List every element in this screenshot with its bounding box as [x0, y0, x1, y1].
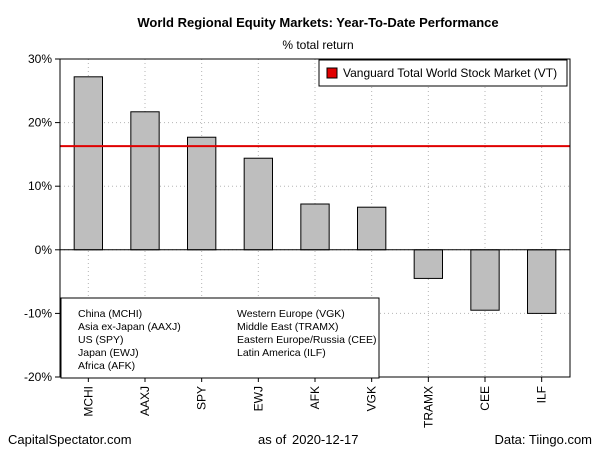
footer-data-source: Data: Tiingo.com	[494, 432, 592, 447]
bar-aaxj	[130, 111, 160, 251]
x-tick-label: AFK	[308, 386, 322, 409]
x-tick-label: EWJ	[251, 386, 265, 411]
x-tick-label: AAXJ	[138, 386, 152, 416]
y-tick-label: -10%	[24, 306, 52, 320]
bar-tramx	[413, 249, 443, 279]
ticker-key-item: China (MCHI)	[78, 308, 142, 320]
ticker-key-box	[60, 297, 380, 379]
bar-ilf	[527, 249, 557, 314]
ticker-key-item: US (SPY)	[78, 334, 124, 346]
x-tick-label: CEE	[478, 386, 492, 411]
bar-spy	[187, 136, 217, 251]
x-tick-label: VGK	[365, 386, 379, 411]
y-tick-label: 30%	[28, 52, 52, 66]
legend-swatch	[326, 67, 338, 79]
chart-subtitle: % total return	[282, 38, 353, 52]
bar-vgk	[357, 206, 387, 251]
footer-site: CapitalSpectator.com	[8, 432, 132, 447]
legend-label: Vanguard Total World Stock Market (VT)	[343, 66, 557, 80]
x-tick-label: TRAMX	[421, 386, 435, 428]
ticker-key-item: Western Europe (VGK)	[237, 308, 345, 320]
footer-as-of-date: 2020-12-17	[292, 432, 359, 447]
y-tick-label: -20%	[24, 370, 52, 384]
legend: Vanguard Total World Stock Market (VT)	[318, 59, 568, 87]
legend-box	[318, 59, 568, 87]
ticker-key: China (MCHI) Asia ex-Japan (AAXJ) US (SP…	[60, 297, 380, 379]
bar-mchi	[73, 76, 103, 251]
ticker-key-item: Japan (EWJ)	[78, 347, 139, 359]
ticker-key-item: Asia ex-Japan (AAXJ)	[78, 321, 181, 333]
bar-ewj	[243, 157, 274, 251]
bar-afk	[300, 203, 330, 251]
y-axis: -20% -10% 0% 10% 20% 30%	[24, 52, 60, 384]
ticker-key-item: Latin America (ILF)	[237, 347, 326, 359]
x-axis: MCHI AAXJ SPY EWJ AFK VGK TRAMX CEE ILF	[81, 377, 549, 428]
x-tick-label: ILF	[535, 386, 549, 403]
ticker-key-item: Africa (AFK)	[78, 360, 135, 372]
x-tick-label: SPY	[195, 386, 209, 410]
bar-cee	[470, 249, 500, 311]
y-tick-label: 20%	[28, 116, 52, 130]
chart-title: World Regional Equity Markets: Year-To-D…	[137, 15, 498, 30]
ticker-key-item: Middle East (TRAMX)	[237, 321, 339, 333]
y-tick-label: 0%	[35, 243, 53, 257]
x-tick-label: MCHI	[81, 386, 95, 417]
y-tick-label: 10%	[28, 179, 52, 193]
bars	[73, 76, 557, 314]
footer-as-of-label: as of	[258, 432, 287, 447]
ticker-key-item: Eastern Europe/Russia (CEE)	[237, 334, 376, 346]
